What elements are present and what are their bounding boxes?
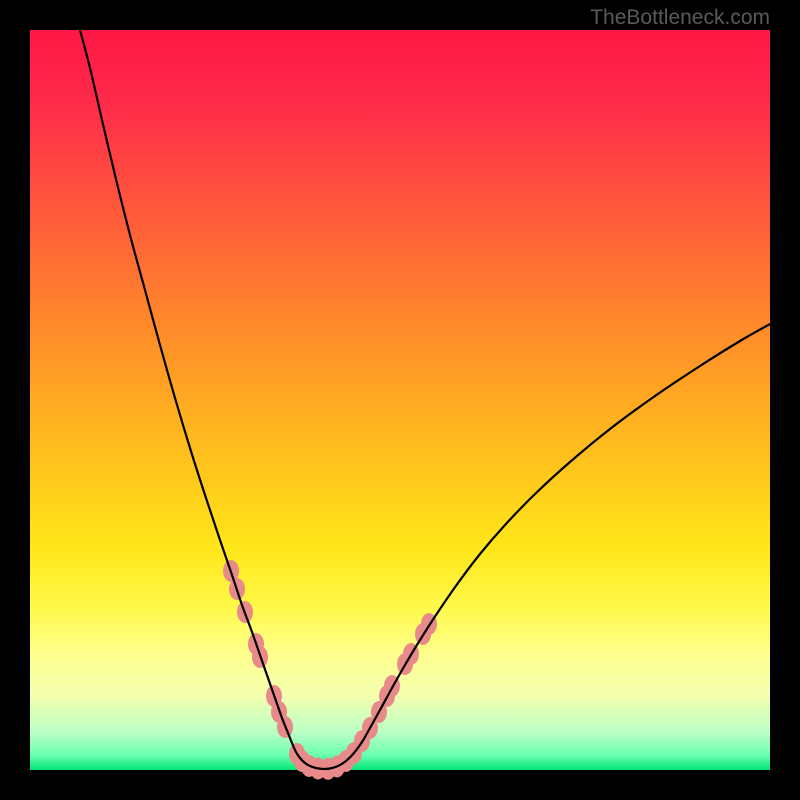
- plot-area: [30, 30, 770, 770]
- watermark-text: TheBottleneck.com: [590, 6, 770, 30]
- left-curve: [80, 30, 323, 769]
- marker-group: [223, 560, 437, 780]
- curve-layer: [30, 30, 770, 770]
